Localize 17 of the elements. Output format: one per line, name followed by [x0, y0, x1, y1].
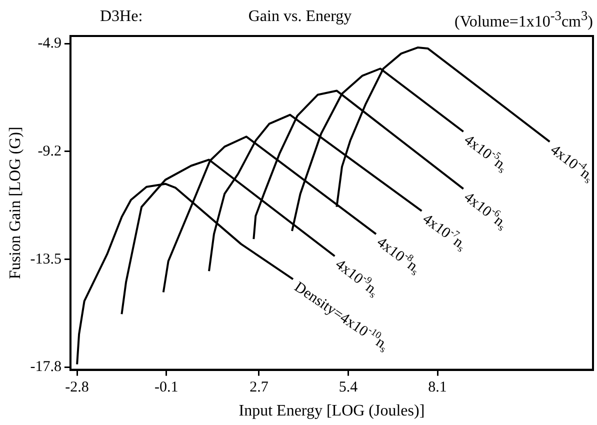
text: (Volume=1x10$^{-3}$cm$^{3}$) [454, 8, 593, 32]
text: 4x10-4ns [547, 142, 594, 186]
x-tick-label: -2.8 [65, 380, 89, 396]
text: 4x10-5ns [460, 132, 508, 176]
y-tick-label: -17.8 [30, 359, 62, 376]
x-tick-label: -0.1 [154, 380, 178, 396]
y-axis-title: Fusion Gain [LOG (G)] [6, 126, 24, 280]
text: 4x10-8ns [374, 234, 420, 278]
text: D3He: [100, 8, 143, 26]
x-tick-label: 2.7 [250, 380, 269, 396]
y-tick-label: -4.9 [38, 35, 62, 52]
x-axis-title: Input Energy [LOG (Joules)] [238, 402, 425, 420]
y-tick-label: -9.2 [38, 143, 62, 160]
x-tick-label: 8.1 [428, 380, 447, 396]
x-tick-label: 5.4 [338, 380, 358, 396]
chart-title: Gain vs. Energy [248, 8, 352, 26]
y-tick-label: -13.5 [30, 251, 62, 268]
